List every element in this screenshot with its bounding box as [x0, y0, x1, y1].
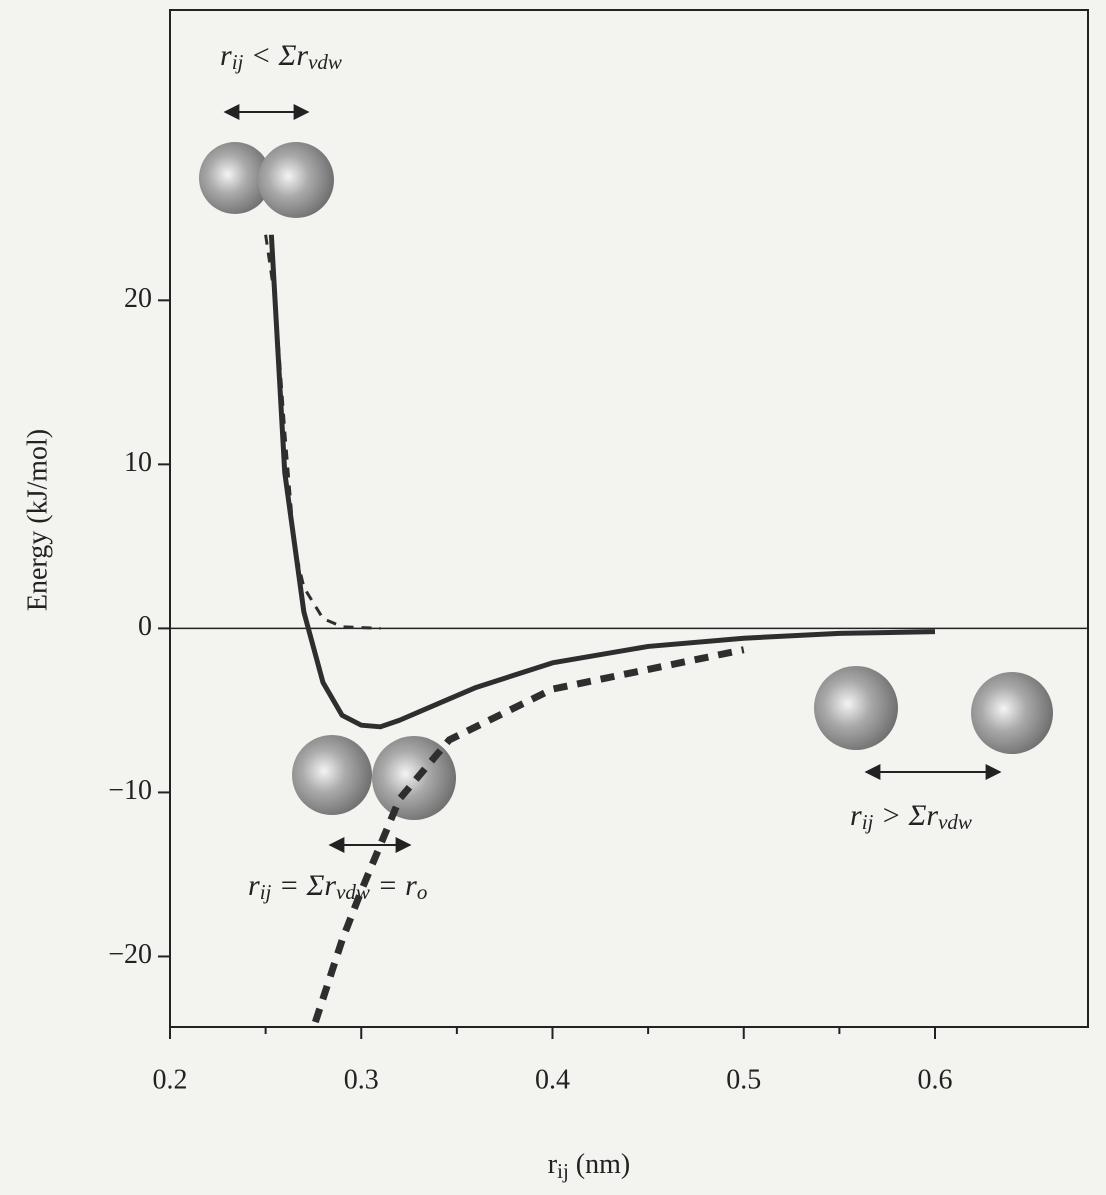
y-tick-label: −20: [108, 939, 152, 970]
series-line: [312, 646, 745, 1024]
x-tick-label: 0.2: [153, 1064, 188, 1095]
x-axis-label: rij (nm): [548, 1149, 630, 1182]
subscript: ij: [862, 810, 874, 834]
y-axis-label: Energy (kJ/mol): [22, 429, 53, 611]
text-part: r: [248, 869, 260, 902]
y-tick-label: 10: [124, 447, 152, 478]
text-part: r: [548, 1149, 558, 1180]
text-part: r: [220, 39, 232, 72]
x-tick-label: 0.5: [726, 1064, 761, 1095]
series-line: [268, 234, 936, 730]
subscript: ij: [232, 50, 244, 74]
subscript: vdw: [308, 50, 342, 74]
text-part: = Σr: [271, 869, 336, 902]
x-tick-label: 0.3: [344, 1064, 379, 1095]
subscript: ij: [557, 1159, 569, 1183]
subscript: o: [417, 880, 428, 904]
text-part: > Σr: [873, 799, 938, 832]
annotation: rij < Σrvdw: [220, 39, 342, 74]
plot-frame: [169, 9, 1089, 1028]
y-tick-label: 20: [124, 283, 152, 314]
subscript: vdw: [938, 810, 972, 834]
x-tick-label: 0.4: [535, 1064, 570, 1095]
text-part: r: [850, 799, 862, 832]
decor: [199, 104, 1053, 853]
text-part: (nm): [569, 1149, 630, 1180]
text-part: < Σr: [243, 39, 308, 72]
y-tick-label: −10: [108, 775, 152, 806]
text-part: = r: [370, 869, 417, 902]
x-tick-label: 0.6: [918, 1064, 953, 1095]
y-tick-label: 0: [138, 611, 152, 642]
annotation: rij = Σrvdw = ro: [248, 869, 427, 904]
subscript: ij: [260, 880, 272, 904]
annotation: rij > Σrvdw: [850, 799, 972, 834]
